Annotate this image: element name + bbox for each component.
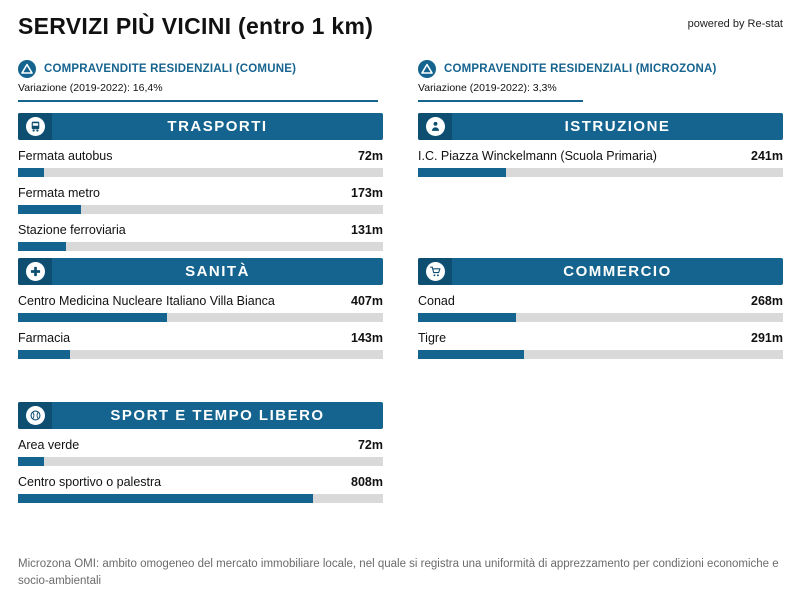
service-distance: 72m: [357, 149, 383, 163]
panel-title: SANITÀ: [185, 263, 250, 280]
service-distance: 407m: [351, 294, 383, 308]
panel-header: SANITÀ: [18, 258, 383, 285]
page-title: SERVIZI PIÙ VICINI (entro 1 km): [18, 13, 374, 39]
service-label: Farmacia: [18, 331, 71, 345]
stat-block-microzona: COMPRAVENDITE RESIDENZIALI (MICROZONA) V…: [418, 60, 783, 102]
panel-icon-box: [418, 258, 452, 285]
distance-bar-fill: [18, 494, 313, 503]
panel-sport: SPORT E TEMPO LIBERO Area verde 72m Cent…: [18, 402, 383, 503]
delta-icon: [18, 60, 36, 78]
distance-bar-fill: [418, 313, 516, 322]
panel-title: COMMERCIO: [563, 263, 672, 280]
panel-header: TRASPORTI: [18, 113, 383, 140]
sports-icon: [25, 406, 45, 425]
distance-bar-track: [18, 457, 383, 466]
panel-title: TRASPORTI: [167, 118, 268, 135]
panel-icon-box: [18, 258, 52, 285]
panel-trasporti: TRASPORTI Fermata autobus 72m Fermata me…: [18, 113, 383, 251]
distance-bar-track: [18, 313, 383, 322]
distance-bar-fill: [18, 457, 45, 466]
service-row: Stazione ferroviaria 131m: [18, 223, 383, 251]
panel-title: ISTRUZIONE: [564, 118, 671, 135]
service-label: I.C. Piazza Winckelmann (Scuola Primaria…: [418, 149, 657, 163]
service-distance: 72m: [357, 438, 383, 452]
panel-icon-box: [18, 402, 52, 429]
service-label: Conad: [418, 294, 455, 308]
panel-header: COMMERCIO: [418, 258, 783, 285]
panel-icon-box: [18, 113, 52, 140]
panel-header: ISTRUZIONE: [418, 113, 783, 140]
panel-header: SPORT E TEMPO LIBERO: [18, 402, 383, 429]
cart-icon: [425, 262, 445, 281]
distance-bar-fill: [18, 205, 82, 214]
panel-title: SPORT E TEMPO LIBERO: [110, 407, 325, 424]
service-row: I.C. Piazza Winckelmann (Scuola Primaria…: [418, 149, 783, 177]
powered-by-label: powered by Re-stat: [687, 18, 783, 30]
delta-icon: [418, 60, 436, 78]
service-label: Centro Medicina Nucleare Italiano Villa …: [18, 294, 275, 308]
distance-bar-fill: [18, 350, 71, 359]
service-label: Centro sportivo o palestra: [18, 475, 162, 489]
service-label: Stazione ferroviaria: [18, 223, 126, 237]
service-row: Centro Medicina Nucleare Italiano Villa …: [18, 294, 383, 322]
distance-bar-track: [18, 168, 383, 177]
distance-bar-track: [18, 242, 383, 251]
distance-bar-track: [18, 494, 383, 503]
distance-bar-track: [18, 350, 383, 359]
distance-bar-fill: [418, 168, 506, 177]
panel-commercio: COMMERCIO Conad 268m Tigre 291m: [418, 258, 783, 359]
distance-bar-track: [418, 313, 783, 322]
panel-istruzione: ISTRUZIONE I.C. Piazza Winckelmann (Scuo…: [418, 113, 783, 177]
stat-subtitle: Variazione (2019-2022): 16,4%: [18, 82, 163, 94]
service-distance: 291m: [751, 331, 783, 345]
service-label: Tigre: [418, 331, 447, 345]
education-icon: [425, 117, 445, 136]
service-distance: 808m: [351, 475, 383, 489]
bus-icon: [25, 117, 45, 136]
stat-underline: [418, 100, 583, 102]
distance-bar-track: [418, 168, 783, 177]
distance-bar-fill: [18, 242, 66, 251]
service-distance: 131m: [351, 223, 383, 237]
health-icon: [25, 262, 45, 281]
service-distance: 241m: [751, 149, 783, 163]
service-label: Area verde: [18, 438, 80, 452]
service-row: Area verde 72m: [18, 438, 383, 466]
service-row: Farmacia 143m: [18, 331, 383, 359]
service-row: Conad 268m: [418, 294, 783, 322]
service-distance: 268m: [751, 294, 783, 308]
stat-block-comune: COMPRAVENDITE RESIDENZIALI (COMUNE) Vari…: [18, 60, 383, 102]
distance-bar-track: [418, 350, 783, 359]
stat-underline: [18, 100, 378, 102]
service-label: Fermata autobus: [18, 149, 113, 163]
service-row: Fermata autobus 72m: [18, 149, 383, 177]
footer-note: Microzona OMI: ambito omogeneo del merca…: [18, 558, 779, 588]
service-row: Tigre 291m: [418, 331, 783, 359]
service-distance: 173m: [351, 186, 383, 200]
panel-sanita: SANITÀ Centro Medicina Nucleare Italiano…: [18, 258, 383, 359]
service-row: Centro sportivo o palestra 808m: [18, 475, 383, 503]
distance-bar-fill: [18, 313, 167, 322]
service-distance: 143m: [351, 331, 383, 345]
stat-title: COMPRAVENDITE RESIDENZIALI (MICROZONA): [444, 63, 717, 75]
service-row: Fermata metro 173m: [18, 186, 383, 214]
distance-bar-fill: [18, 168, 45, 177]
service-label: Fermata metro: [18, 186, 100, 200]
distance-bar-fill: [418, 350, 525, 359]
stat-subtitle: Variazione (2019-2022): 3,3%: [418, 82, 557, 94]
stat-title: COMPRAVENDITE RESIDENZIALI (COMUNE): [44, 63, 297, 75]
panel-icon-box: [418, 113, 452, 140]
distance-bar-track: [18, 205, 383, 214]
